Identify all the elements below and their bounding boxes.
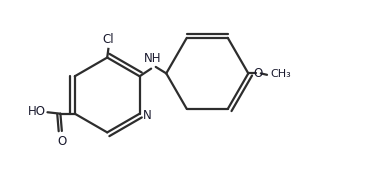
Text: O: O [57, 135, 66, 148]
Text: CH₃: CH₃ [270, 69, 291, 79]
Text: HO: HO [28, 105, 46, 118]
Text: O: O [254, 67, 263, 80]
Text: N: N [143, 109, 152, 122]
Text: Cl: Cl [102, 33, 114, 47]
Text: NH: NH [144, 52, 161, 65]
